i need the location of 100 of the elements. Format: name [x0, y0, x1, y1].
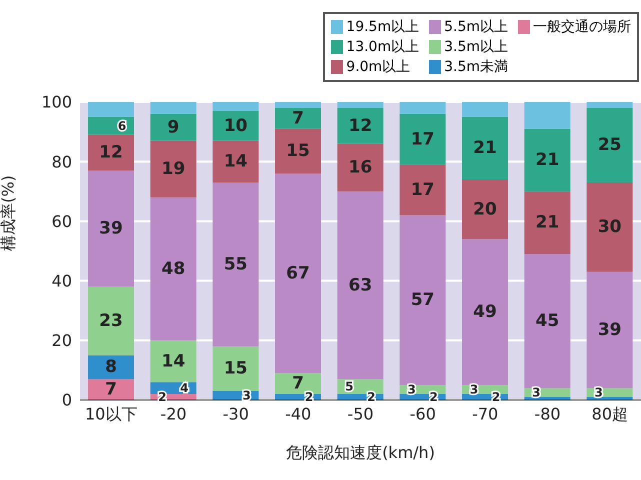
data-label: 3 — [470, 382, 478, 397]
data-label: 12 — [348, 116, 372, 136]
bar — [212, 102, 259, 111]
bar — [524, 191, 570, 254]
legend-label: 5.5m以上 — [444, 18, 508, 36]
bar — [212, 140, 259, 182]
bar — [88, 170, 134, 287]
data-label: 19 — [161, 159, 186, 180]
bar — [400, 164, 446, 216]
data-label: 30 — [598, 217, 622, 238]
bar — [462, 179, 508, 240]
bar — [88, 134, 134, 171]
data-label: 39 — [598, 320, 622, 340]
data-label: 21 — [473, 138, 497, 158]
x-axis-title: 危険認知速度(km/h) — [286, 443, 435, 462]
data-label: 20 — [473, 199, 497, 220]
data-label: 49 — [473, 302, 497, 322]
data-label: 63 — [348, 275, 372, 296]
data-label: 3 — [407, 382, 416, 397]
bar — [275, 174, 321, 374]
bar — [337, 102, 384, 108]
bar — [337, 191, 384, 380]
data-label: 7 — [292, 374, 304, 394]
data-label: 6 — [118, 118, 126, 133]
data-label: 21 — [535, 150, 560, 170]
y-tick-label: 0 — [62, 390, 72, 410]
x-tick-label: -60 — [410, 404, 436, 424]
bar — [586, 102, 633, 108]
data-label: 3 — [532, 386, 541, 400]
x-tick-label: -70 — [472, 404, 498, 424]
bar — [462, 116, 508, 180]
data-label: 15 — [286, 141, 310, 162]
data-label: 39 — [99, 218, 123, 239]
legend-label: 13.0m以上 — [346, 38, 420, 56]
bar — [586, 272, 633, 388]
data-label: 3 — [594, 386, 603, 400]
x-tick-label: -80 — [534, 404, 561, 424]
bar — [524, 254, 570, 388]
x-tick-label: -30 — [222, 404, 249, 424]
bar — [462, 102, 508, 117]
bar — [88, 286, 134, 356]
y-axis-title: 構成率(%) — [0, 175, 18, 251]
data-label: 23 — [99, 311, 123, 332]
data-label: 3 — [242, 388, 251, 403]
data-label: 10 — [224, 116, 248, 136]
bar — [586, 182, 633, 272]
data-label: 57 — [410, 290, 435, 310]
data-label: 14 — [161, 351, 186, 372]
legend-label: 3.5m以上 — [444, 38, 508, 56]
bar — [150, 197, 196, 340]
bar — [524, 128, 570, 192]
data-label: 25 — [598, 135, 622, 156]
data-label: 21 — [535, 212, 560, 233]
bar — [586, 108, 633, 182]
bar — [524, 102, 570, 129]
data-label: 16 — [348, 158, 372, 178]
data-label: 17 — [410, 129, 435, 150]
x-tick-label: 80超 — [592, 404, 628, 424]
bar — [337, 108, 384, 144]
data-label: 48 — [161, 258, 186, 279]
x-tick-label: -20 — [160, 404, 187, 424]
bar — [212, 182, 259, 346]
bar — [150, 340, 196, 382]
data-label: 15 — [224, 358, 248, 379]
x-tick-label: 10以下 — [84, 404, 138, 424]
y-tick-label: 100 — [41, 92, 72, 112]
y-tick-label: 80 — [52, 152, 72, 172]
y-tick-label: 60 — [52, 212, 72, 231]
bar — [150, 114, 196, 141]
bar — [150, 140, 196, 198]
data-label: 67 — [286, 263, 310, 284]
x-tick-label: -40 — [285, 404, 312, 424]
data-label: 17 — [410, 180, 435, 200]
bar — [212, 346, 259, 392]
data-label: 4 — [180, 381, 189, 396]
bar — [400, 102, 446, 114]
data-label: 7 — [292, 108, 304, 128]
bar — [400, 215, 446, 386]
bar — [88, 379, 134, 400]
data-label: 7 — [105, 380, 117, 400]
bar — [150, 102, 196, 114]
legend-label: 3.5m未満 — [444, 58, 508, 76]
bar — [400, 114, 446, 165]
bar — [275, 108, 321, 129]
y-tick-label: 40 — [52, 271, 72, 290]
legend-label: 一般交通の場所 — [533, 18, 631, 36]
bar — [88, 102, 134, 117]
bar — [337, 144, 384, 192]
data-label: 55 — [224, 254, 248, 274]
legend-label: 19.5m以上 — [346, 18, 420, 36]
x-tick-label: -50 — [347, 404, 374, 424]
bar — [462, 239, 508, 386]
data-label: 5 — [345, 380, 354, 394]
data-label: 8 — [105, 357, 117, 378]
y-tick-label: 20 — [52, 331, 72, 350]
data-label: 14 — [224, 152, 248, 172]
bar — [275, 128, 321, 174]
data-label: 9 — [167, 117, 180, 138]
bar — [275, 102, 321, 108]
data-label: 12 — [99, 142, 123, 163]
